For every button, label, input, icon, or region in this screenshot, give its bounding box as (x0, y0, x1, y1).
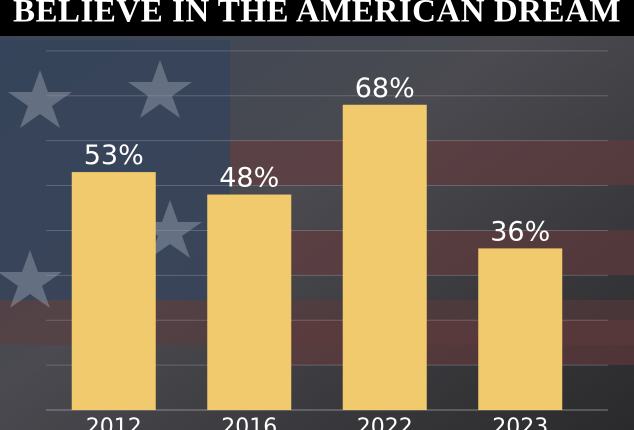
bar (478, 248, 563, 410)
x-tick-label: 2012 (86, 415, 142, 430)
x-tick-label: 2023 (492, 415, 548, 430)
x-tick-label: 2016 (221, 415, 277, 430)
bar (207, 194, 292, 410)
x-tick-label: 2022 (357, 415, 413, 430)
value-label: 48% (219, 163, 279, 194)
bar (71, 172, 156, 410)
value-label: 53% (84, 140, 144, 171)
bar (342, 104, 427, 410)
chart-title: BELIEVE IN THE AMERICAN DREAM (13, 0, 621, 30)
value-label: 68% (355, 73, 415, 104)
value-label: 36% (490, 216, 550, 247)
